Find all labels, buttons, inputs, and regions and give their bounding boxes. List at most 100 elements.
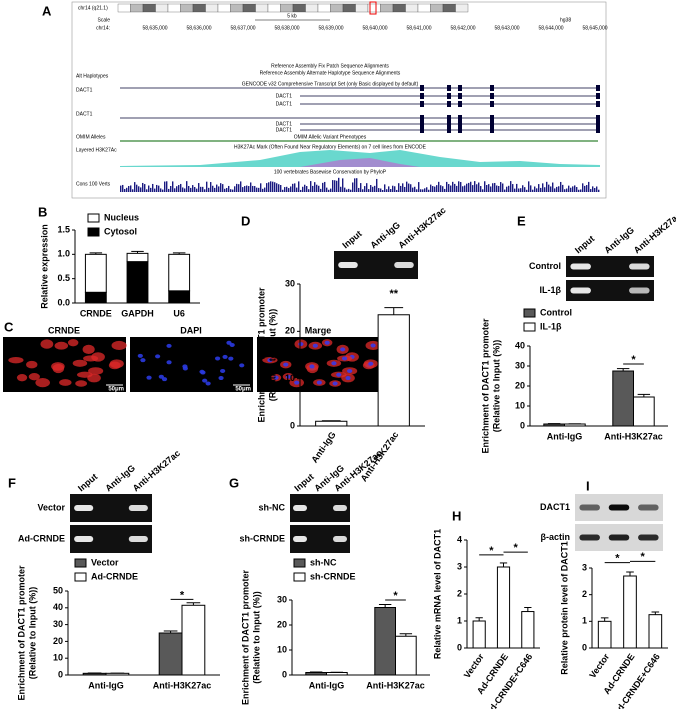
conservation-bar	[208, 187, 210, 192]
conservation-bar	[402, 183, 404, 192]
conservation-bar	[550, 186, 552, 192]
conservation-bar	[338, 177, 340, 192]
conservation-bar	[448, 184, 450, 192]
cell	[166, 360, 172, 365]
y-tick-label: 0	[290, 420, 295, 430]
cell	[214, 356, 221, 361]
cell	[368, 361, 374, 366]
exon	[596, 115, 600, 121]
cell	[202, 378, 208, 383]
conservation-bar	[374, 185, 376, 192]
conservation-bar	[158, 185, 160, 192]
exon	[490, 85, 494, 91]
x-tick-label: Anti-H3K27ac	[604, 431, 663, 441]
conservation-bar	[486, 185, 488, 192]
gel	[566, 256, 654, 277]
x-tick-label: Anti-IgG	[309, 430, 338, 465]
y-tick-label: 0	[457, 642, 462, 652]
cell	[109, 359, 124, 369]
conservation-bar	[382, 189, 384, 192]
conservation-bar	[422, 189, 424, 192]
cell	[370, 343, 376, 348]
band	[608, 504, 630, 511]
y-axis-label: (Relative to Input (%))	[491, 340, 501, 433]
y-tick-label: 0.0	[57, 297, 70, 307]
gel-lane-label: Anti-H3K27ac	[396, 205, 447, 250]
conservation-bar	[352, 182, 354, 192]
y-tick-label: 30	[277, 594, 287, 604]
conservation-bar	[412, 187, 414, 192]
bar	[543, 423, 565, 427]
cell	[67, 339, 79, 347]
legend-label: Vector	[91, 557, 119, 567]
legend-label: sh-NC	[310, 557, 337, 567]
cell	[72, 359, 88, 367]
conservation-bar	[216, 184, 218, 192]
conservation-bar	[302, 186, 304, 192]
conservation-bar	[582, 183, 584, 192]
conservation-bar	[366, 183, 368, 192]
conservation-bar	[408, 183, 410, 192]
x-tick-label: U6	[173, 308, 185, 318]
scale-bar-label: 50μm	[108, 387, 124, 393]
conservation-bar	[500, 182, 502, 192]
conservation-bar	[558, 186, 560, 192]
conservation-bar	[280, 185, 282, 192]
conservation-bar	[328, 189, 330, 192]
bar	[126, 261, 149, 304]
conservation-bar	[546, 181, 548, 192]
conservation-bar	[144, 184, 146, 192]
ideogram-band	[405, 3, 419, 13]
y-tick-label: 20	[515, 380, 525, 390]
bar	[168, 290, 191, 304]
significance-label: *	[489, 545, 494, 557]
conservation-bar	[552, 182, 554, 192]
conservation-bar	[454, 183, 456, 192]
cell	[341, 356, 348, 361]
conservation-bar	[154, 188, 156, 192]
y-tick-label: 3	[457, 561, 462, 571]
y-tick-label: 3	[582, 562, 587, 572]
image-label: Marge	[305, 325, 332, 335]
conservation-bar	[176, 186, 178, 192]
ideogram-band	[355, 3, 369, 13]
cell	[220, 368, 226, 373]
conservation-bar	[172, 181, 174, 192]
legend-swatch	[74, 572, 87, 582]
significance-label: **	[389, 288, 398, 300]
conservation-bar	[564, 189, 566, 192]
band	[333, 505, 347, 511]
x-tick-label: Vector	[587, 651, 611, 680]
gel-row-label: DACT1	[540, 502, 570, 512]
gel-row-label: IL-1β	[540, 285, 562, 295]
exon	[490, 115, 494, 121]
conservation-bar	[572, 186, 574, 192]
conservation-bar	[560, 181, 562, 192]
bar	[521, 611, 535, 649]
conservation-bar	[378, 188, 380, 192]
conservation-bar	[226, 187, 228, 192]
conservation-bar	[498, 186, 500, 192]
conservation-bar	[230, 189, 232, 192]
exon	[458, 121, 462, 127]
gel-lane-label: Anti-H3K27ac	[632, 210, 676, 255]
conservation-bar	[472, 185, 474, 192]
conservation-bar	[308, 189, 310, 192]
position: 58,645,000	[582, 25, 607, 31]
cell	[340, 347, 346, 352]
cell	[273, 375, 279, 380]
conservation-bar	[404, 186, 406, 192]
legend-swatch	[293, 572, 306, 582]
conservation-bar	[506, 186, 508, 192]
gene-label: DACT1	[276, 121, 293, 127]
y-axis-label: Enrichment of DACT1 promoter	[240, 570, 250, 706]
exon	[490, 93, 494, 99]
conservation-bar	[496, 185, 498, 192]
ideogram-band	[342, 3, 356, 13]
ideogram-band	[305, 3, 319, 13]
conservation-bar	[518, 188, 520, 192]
cell	[166, 343, 172, 348]
bar	[648, 614, 663, 649]
conservation-bar	[256, 187, 258, 192]
